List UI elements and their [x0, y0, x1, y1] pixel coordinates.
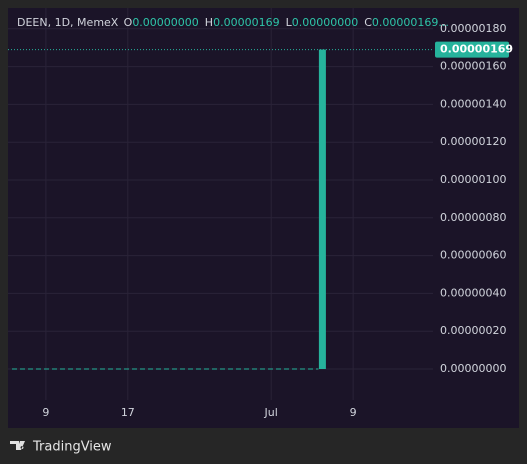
last-price-badge [435, 41, 509, 58]
legend-close: 0.00000169... [372, 16, 449, 29]
last-price-label: 0.00000169 [440, 43, 513, 56]
y-tick-label: 0.00000180 [440, 22, 506, 35]
y-tick-label: 0.00000100 [440, 173, 506, 186]
legend-o: O [124, 16, 133, 29]
legend: DEEN, 1D, MemeX O0.00000000 H0.00000169 L0.… [17, 16, 449, 29]
legend-symbol: DEEN, 1D, MemeX [17, 16, 119, 29]
x-tick-label: 9 [42, 406, 49, 419]
x-tick-label: 9 [350, 406, 357, 419]
x-tick-label: Jul [264, 406, 278, 419]
x-tick-label: 17 [121, 406, 135, 419]
legend-h: H [205, 16, 213, 29]
legend-c: C [364, 16, 372, 29]
y-tick-label: 0.00000080 [440, 211, 506, 224]
y-tick-label: 0.00000140 [440, 97, 506, 110]
logo [10, 441, 25, 450]
y-tick-label: 0.00000040 [440, 286, 506, 299]
branding: TradingView [32, 440, 112, 455]
candle-body [318, 49, 326, 370]
y-tick-label: 0.00000120 [440, 135, 506, 148]
legend-open: 0.00000000 [132, 16, 198, 29]
y-tick-label: 0.00000160 [440, 60, 506, 73]
y-tick-label: 0.00000020 [440, 324, 506, 337]
y-tick-label: 0.00000060 [440, 249, 506, 262]
legend-l: L [286, 16, 293, 29]
legend-high: 0.00000169 [213, 16, 279, 29]
legend-low: 0.00000000 [292, 16, 358, 29]
y-tick-label: 0.00000000 [440, 362, 506, 375]
